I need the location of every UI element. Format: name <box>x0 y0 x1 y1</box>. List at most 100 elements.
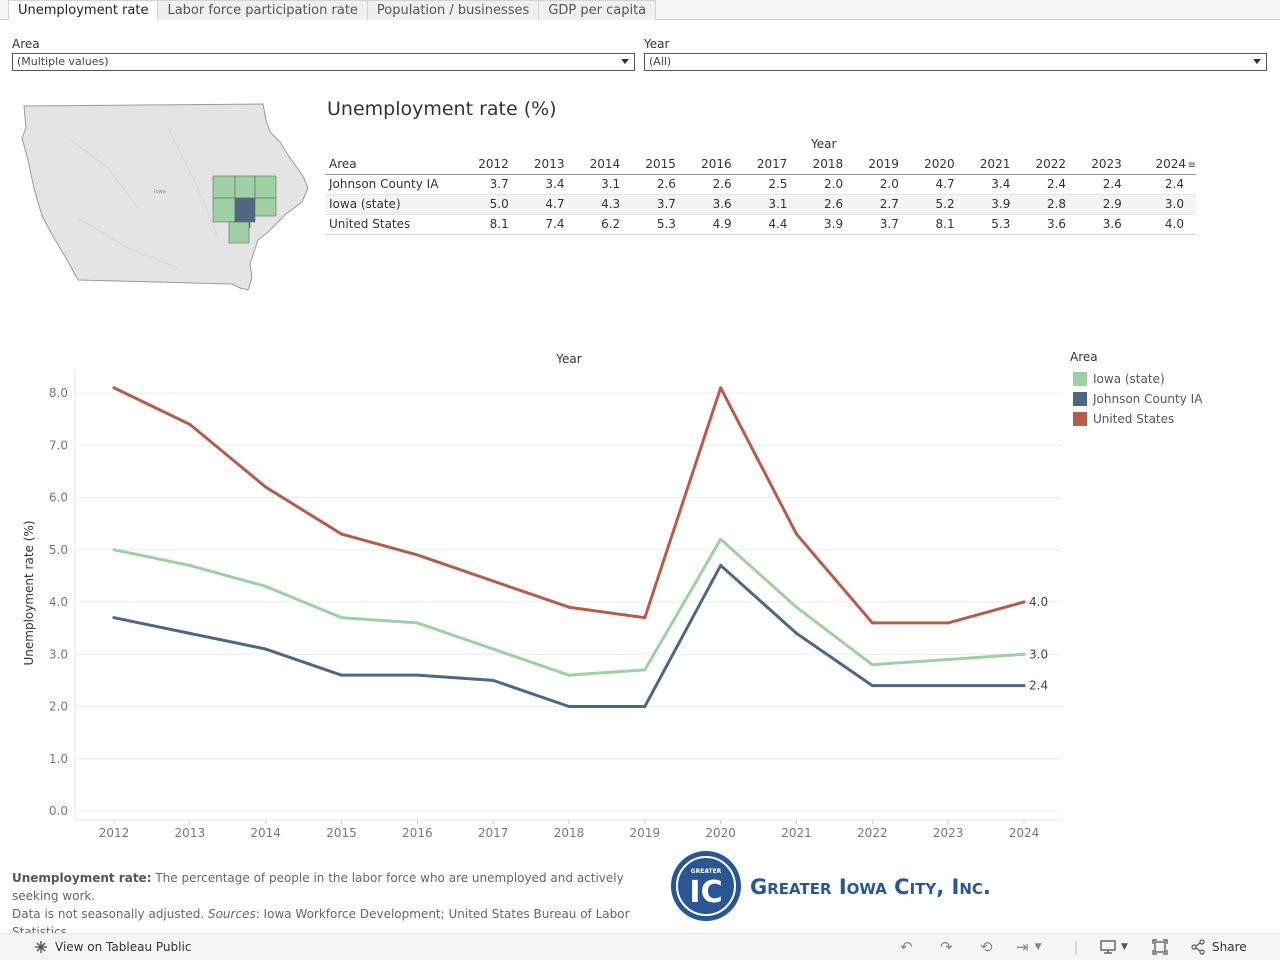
data-point <box>643 705 647 708</box>
data-point <box>643 616 647 620</box>
data-point <box>567 705 571 708</box>
chart-legend: Area Iowa (state) Johnson County IA United… <box>1070 350 1202 429</box>
year-header-label: 2019 <box>868 156 899 171</box>
year-header-label: 2023 <box>1091 156 1122 171</box>
x-tick-label: 2019 <box>630 826 661 840</box>
table-value-cell: 4.7 <box>545 197 565 211</box>
view-on-tableau-link[interactable]: View on Tableau Public <box>34 938 191 956</box>
table-area-cell: Johnson County IA <box>329 177 439 191</box>
y-tick-label: 7.0 <box>49 438 68 452</box>
x-tick-label: 2024 <box>1009 826 1040 840</box>
data-point <box>795 532 798 536</box>
x-tick-label: 2015 <box>326 826 357 840</box>
chevron-down-icon: ▼ <box>1121 942 1128 952</box>
legend-item[interactable]: Iowa (state) <box>1070 369 1202 389</box>
download-button[interactable]: ▼ <box>1100 938 1128 956</box>
revert-button[interactable]: ⟲ <box>980 938 993 956</box>
county-linn[interactable] <box>234 175 256 199</box>
data-point <box>415 621 419 625</box>
fullscreen-icon <box>1152 939 1168 955</box>
note-text: The percentage of people in the labor fo… <box>12 871 624 903</box>
table-value-cell: 8.1 <box>935 217 955 231</box>
revert-icon: ⟲ <box>980 938 993 956</box>
data-point <box>719 563 723 567</box>
year-column-header[interactable]: 2024 ≡ <box>1122 154 1196 174</box>
year-header-label: 2021 <box>979 156 1011 171</box>
data-point <box>415 553 419 557</box>
year-column-header[interactable]: 2015 <box>620 154 676 174</box>
tab-unemployment-rate[interactable]: Unemployment rate <box>8 0 159 21</box>
county-shapes <box>212 175 277 244</box>
x-tick-label: 2018 <box>554 826 585 840</box>
year-header-label: 2014 <box>589 156 621 171</box>
tab-population-businesses[interactable]: Population / businesses <box>367 0 540 20</box>
table-value-cell: 2.4 <box>1102 177 1122 191</box>
table-value-cell: 3.7 <box>879 217 899 231</box>
bottom-toolbar: View on Tableau Public ↶ ↷ ⟲ ⇥ ▼ | ▼ Shar… <box>0 933 1280 960</box>
data-point <box>567 673 571 677</box>
undo-button[interactable]: ↶ <box>900 938 913 956</box>
data-point <box>491 647 495 651</box>
year-column-header[interactable]: 2019 <box>843 154 899 174</box>
county-jones[interactable] <box>254 175 277 199</box>
county-washington[interactable] <box>228 221 250 244</box>
share-label: Share <box>1212 940 1247 954</box>
redo-icon: ↷ <box>940 938 953 956</box>
data-point <box>719 386 723 390</box>
logo-text: Greater Iowa City, Inc. <box>750 875 991 899</box>
share-button[interactable]: Share <box>1190 938 1247 956</box>
year-column-header[interactable]: 2017 <box>732 154 788 174</box>
year-column-header[interactable]: 2020 <box>899 154 955 174</box>
county-cedar[interactable] <box>254 197 277 217</box>
sort-icon[interactable]: ≡ <box>1187 159 1196 171</box>
table-value-cell: 2.6 <box>824 197 844 211</box>
data-point <box>264 584 268 588</box>
table-header-row: Area 2012 2013 2014 2015 2016 2017 2018 2019 202… <box>325 154 1196 174</box>
legend-label: Johnson County IA <box>1093 392 1203 406</box>
year-column-header[interactable]: 2012 <box>453 154 509 174</box>
fullscreen-button[interactable] <box>1152 938 1168 956</box>
x-tick-label: 2012 <box>99 826 130 840</box>
data-point <box>946 621 950 625</box>
legend-swatch <box>1073 392 1087 406</box>
iowa-county-map[interactable]: Iowa <box>18 98 313 293</box>
data-point <box>340 532 343 536</box>
county-iowa[interactable] <box>212 197 236 223</box>
year-column-header[interactable]: 2018 <box>787 154 844 174</box>
download-icon <box>1100 940 1116 954</box>
refresh-button[interactable]: ⇥ ▼ <box>1016 938 1042 956</box>
tab-bar: Unemployment rate Labor force participati… <box>0 0 1280 21</box>
note-line2: Data is not seasonally adjusted. <box>12 907 208 921</box>
data-point <box>112 386 116 390</box>
logo-badge-top: GREATER <box>691 868 722 875</box>
data-point <box>795 605 798 609</box>
legend-item[interactable]: United States <box>1070 409 1202 429</box>
x-tick-label: 2021 <box>781 826 812 840</box>
table-value-cell: 3.6 <box>1102 217 1122 231</box>
tab-labor-force-participation-rate[interactable]: Labor force participation rate <box>158 0 368 20</box>
year-header-label: 2013 <box>533 156 565 171</box>
year-column-header[interactable]: 2022 <box>1010 154 1067 174</box>
legend-item[interactable]: Johnson County IA <box>1070 389 1202 409</box>
chevron-down-icon: ▼ <box>1034 942 1042 952</box>
year-column-header[interactable]: 2013 <box>509 154 565 174</box>
year-column-header[interactable]: 2014 <box>564 154 621 174</box>
year-column-header[interactable]: 2016 <box>676 154 732 174</box>
redo-button[interactable]: ↷ <box>940 938 953 956</box>
view-on-tableau-label: View on Tableau Public <box>55 940 192 954</box>
table-area-cell: United States <box>329 217 411 231</box>
area-filter-label: Area <box>12 37 40 51</box>
x-tick-label: 2020 <box>705 826 736 840</box>
tab-gdp-per-capita[interactable]: GDP per capita <box>539 0 657 20</box>
county-benton[interactable] <box>212 175 236 199</box>
year-column-header[interactable]: 2021 <box>955 154 1011 174</box>
y-tick-label: 5.0 <box>49 543 68 557</box>
year-filter-dropdown[interactable]: (All) <box>644 53 1267 71</box>
data-point <box>567 605 571 609</box>
data-point <box>870 663 874 667</box>
legend-label: Iowa (state) <box>1093 372 1165 386</box>
share-icon <box>1191 939 1205 955</box>
year-column-header[interactable]: 2023 <box>1066 154 1122 174</box>
area-filter-dropdown[interactable]: (Multiple values) <box>12 53 635 71</box>
table-area-cell: Iowa (state) <box>329 197 401 211</box>
